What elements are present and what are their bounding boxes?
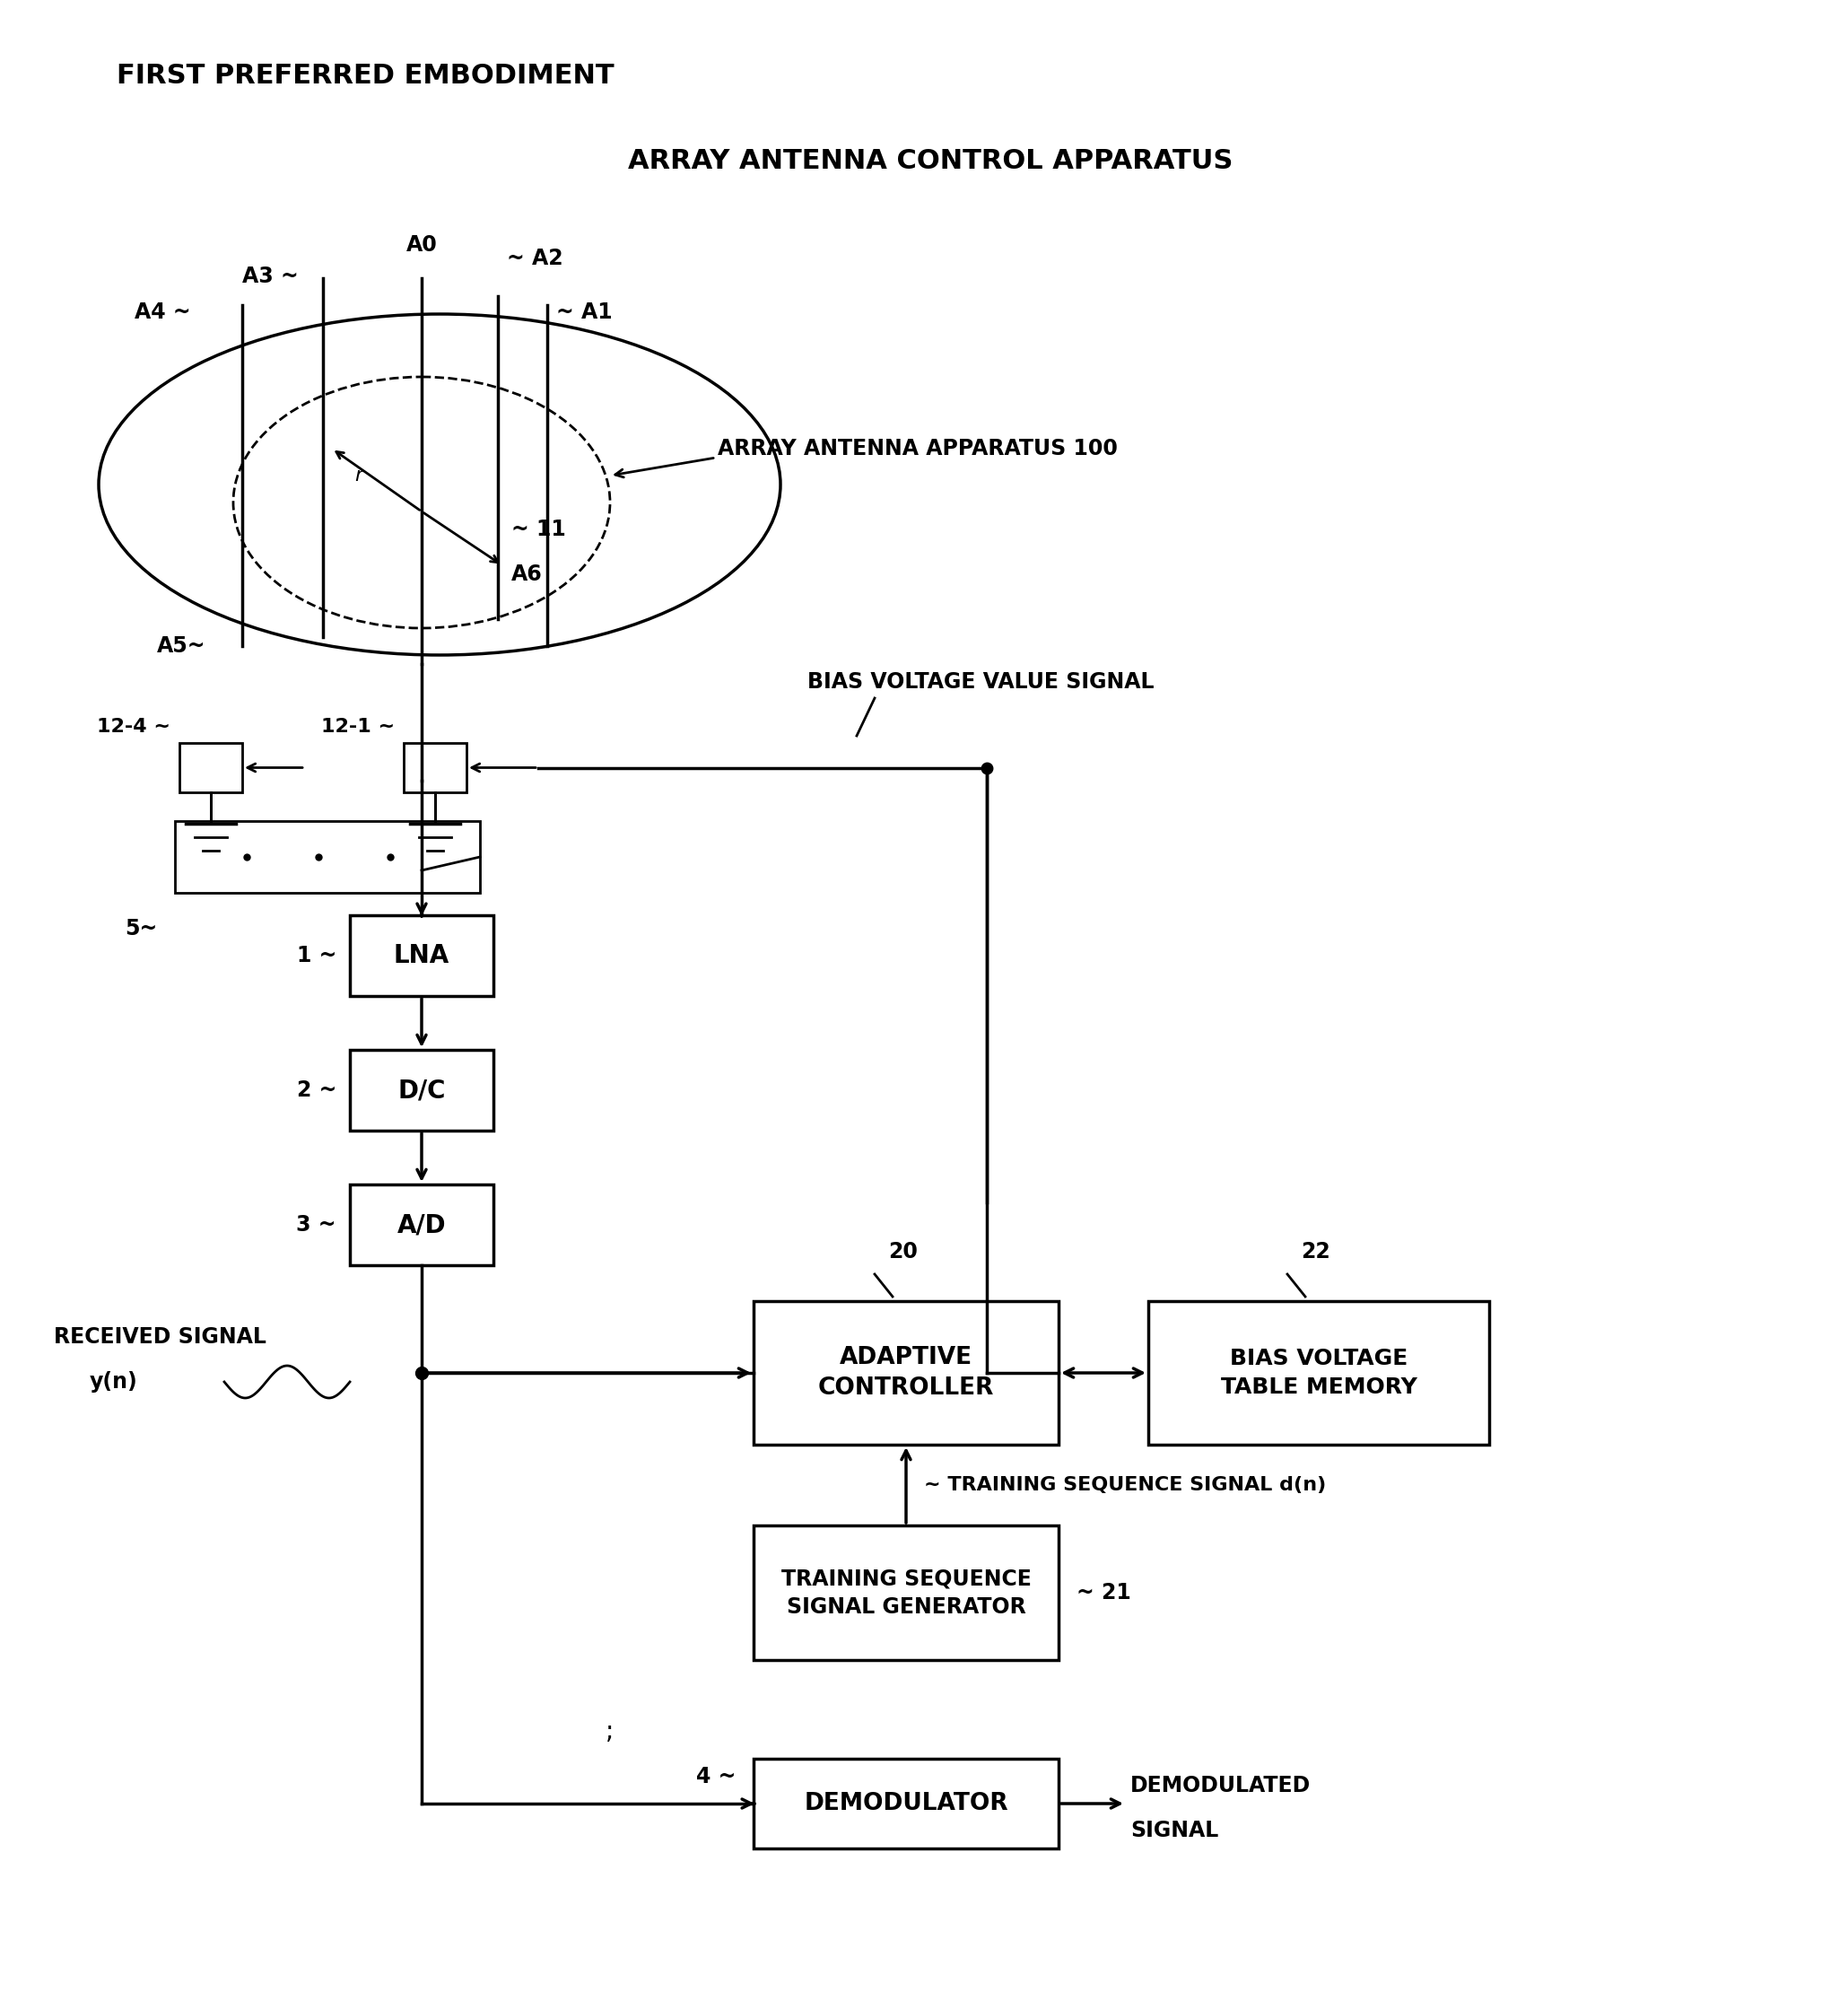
Bar: [754, 1525, 1059, 1661]
Bar: [754, 1301, 1059, 1445]
Text: 3 ~: 3 ~: [296, 1215, 336, 1235]
Text: D/C: D/C: [397, 1079, 445, 1103]
Text: LNA: LNA: [394, 942, 449, 968]
Bar: [349, 1051, 493, 1131]
Bar: [179, 742, 242, 792]
Text: A6: A6: [512, 564, 543, 584]
Text: r: r: [355, 466, 362, 484]
Text: A/D: A/D: [397, 1213, 445, 1237]
Text: ~ 21: ~ 21: [1077, 1583, 1131, 1603]
Text: A5~: A5~: [157, 634, 205, 656]
Text: ~ A1: ~ A1: [556, 302, 612, 322]
Text: DEMODULATED: DEMODULATED: [1131, 1775, 1310, 1797]
Bar: [176, 820, 480, 892]
Text: RECEIVED SIGNAL: RECEIVED SIGNAL: [54, 1327, 266, 1349]
Text: ;: ;: [606, 1719, 614, 1745]
Bar: [349, 914, 493, 996]
Text: 20: 20: [889, 1241, 918, 1263]
Text: TRAINING SEQUENCE
SIGNAL GENERATOR: TRAINING SEQUENCE SIGNAL GENERATOR: [782, 1567, 1031, 1617]
Text: 4 ~: 4 ~: [697, 1767, 736, 1787]
Text: SIGNAL: SIGNAL: [1131, 1819, 1218, 1841]
Text: ARRAY ANTENNA APPARATUS 100: ARRAY ANTENNA APPARATUS 100: [717, 438, 1118, 460]
Text: A3 ~: A3 ~: [242, 266, 299, 286]
Bar: [349, 1185, 493, 1265]
Text: 5~: 5~: [124, 918, 157, 940]
Bar: [754, 1759, 1059, 1849]
Bar: [1148, 1301, 1489, 1445]
Text: y(n): y(n): [91, 1371, 139, 1393]
Text: 12-1 ~: 12-1 ~: [322, 718, 395, 736]
Text: ~ TRAINING SEQUENCE SIGNAL d(n): ~ TRAINING SEQUENCE SIGNAL d(n): [924, 1477, 1327, 1495]
Text: ~ A2: ~ A2: [506, 248, 564, 270]
Text: ARRAY ANTENNA CONTROL APPARATUS: ARRAY ANTENNA CONTROL APPARATUS: [628, 148, 1233, 174]
Text: 2 ~: 2 ~: [296, 1079, 336, 1101]
Text: 22: 22: [1301, 1241, 1331, 1263]
Text: ~ 11: ~ 11: [512, 518, 565, 540]
Text: BIAS VOLTAGE
TABLE MEMORY: BIAS VOLTAGE TABLE MEMORY: [1220, 1349, 1417, 1399]
Text: BIAS VOLTAGE VALUE SIGNAL: BIAS VOLTAGE VALUE SIGNAL: [808, 670, 1155, 692]
Text: 12-4 ~: 12-4 ~: [96, 718, 170, 736]
Text: 1 ~: 1 ~: [296, 944, 336, 966]
Text: A4 ~: A4 ~: [135, 302, 190, 322]
Text: DEMODULATOR: DEMODULATOR: [804, 1793, 1009, 1815]
Text: FIRST PREFERRED EMBODIMENT: FIRST PREFERRED EMBODIMENT: [116, 62, 614, 88]
Text: A0: A0: [407, 234, 438, 256]
Text: ADAPTIVE
CONTROLLER: ADAPTIVE CONTROLLER: [819, 1347, 994, 1401]
Bar: [403, 742, 466, 792]
